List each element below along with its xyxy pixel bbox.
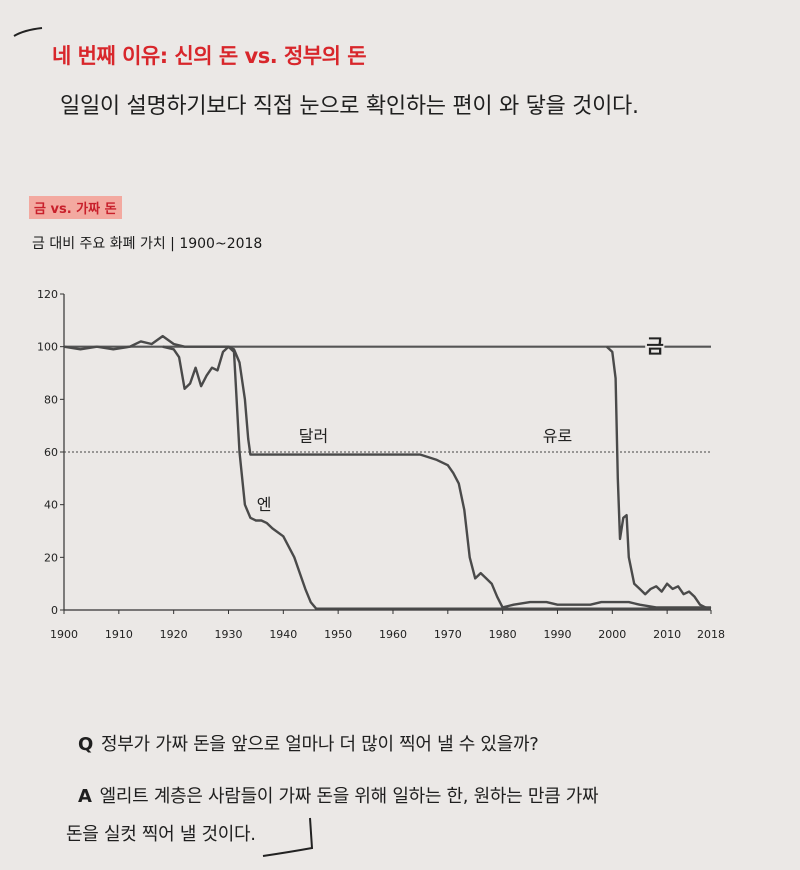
y-tick-label: 60	[44, 446, 58, 459]
answer-line-1: A 엘리트 계층은 사람들이 가짜 돈을 위해 일하는 한, 원하는 만큼 가짜	[78, 782, 599, 808]
y-tick-label: 80	[44, 393, 58, 406]
x-tick-label: 1940	[269, 628, 297, 641]
series-annotation-1: 금	[646, 336, 663, 358]
x-tick-label: 1960	[379, 628, 407, 641]
series-line-1	[63, 334, 711, 609]
x-tick-label: 1980	[489, 628, 517, 641]
chart-canvas: 0 20 40 60 80 100 120 1900 1910 1920 1930 1940 1950 1…	[37, 288, 725, 641]
series-line-3	[605, 345, 712, 610]
q-label: Q	[78, 734, 94, 755]
chart-tag: 금 vs. 가짜 돈	[29, 196, 122, 219]
intro-sentence: 일일이 설명하기보다 직접 눈으로 확인하는 편이 와 닿을 것이다.	[60, 94, 639, 119]
series-line-2	[162, 345, 711, 610]
series-annotation-4: 유로	[543, 426, 572, 445]
y-tick-label: 100	[37, 341, 58, 354]
a-label: A	[78, 786, 92, 807]
x-tick-label: 2010	[653, 628, 681, 641]
x-tick-label: 1910	[105, 628, 133, 641]
a-text-2: 돈을 실컷 찍어 낼 것이다.	[66, 824, 256, 845]
a-text-1: 엘리트 계층은 사람들이 가짜 돈을 위해 일하는 한, 원하는 만큼 가짜	[99, 786, 599, 807]
pen-underline	[262, 817, 314, 857]
x-tick-label: 2018	[697, 628, 725, 641]
y-tick-label: 40	[44, 499, 58, 512]
x-tick-label: 1920	[160, 628, 188, 641]
y-tick-label: 120	[37, 288, 58, 301]
answer-line-2: 돈을 실컷 찍어 낼 것이다.	[66, 820, 256, 846]
x-tick-label: 1970	[434, 628, 462, 641]
series-annotation-2: 달러	[299, 426, 328, 445]
series-annotation-3: 엔	[257, 495, 272, 514]
x-tick-label: 1900	[50, 628, 78, 641]
section-heading: 네 번째 이유: 신의 돈 vs. 정부의 돈	[52, 44, 367, 68]
x-tick-label: 1950	[324, 628, 352, 641]
y-tick-label: 20	[44, 551, 58, 564]
x-tick-label: 2000	[598, 628, 626, 641]
question: Q 정부가 가짜 돈을 앞으로 얼마나 더 많이 찍어 낼 수 있을까?	[78, 730, 539, 756]
y-tick-label: 0	[51, 604, 58, 617]
chart-title: 금 대비 주요 화폐 가치 | 1900~2018	[32, 236, 263, 252]
q-text: 정부가 가짜 돈을 앞으로 얼마나 더 많이 찍어 낼 수 있을까?	[101, 734, 539, 755]
x-tick-label: 1930	[214, 628, 242, 641]
x-tick-label: 1990	[543, 628, 571, 641]
pen-mark	[13, 27, 43, 37]
